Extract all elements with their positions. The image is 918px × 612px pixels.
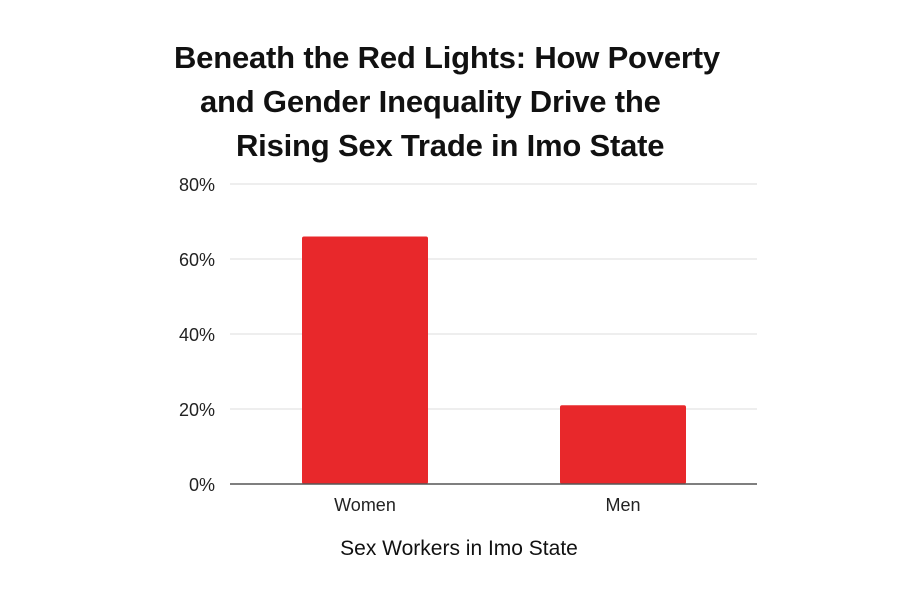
y-tick-label: 20% [179, 400, 215, 420]
x-axis-title: Sex Workers in Imo State [340, 537, 578, 560]
x-tick-label: Men [605, 495, 640, 515]
bar-men [560, 405, 686, 484]
y-tick-label: 60% [179, 250, 215, 270]
y-tick-label: 40% [179, 325, 215, 345]
chart-title-line-3: Rising Sex Trade in Imo State [236, 128, 665, 163]
chart-title-line-2: and Gender Inequality Drive the [200, 84, 661, 119]
y-tick-label: 80% [179, 175, 215, 195]
chart-title-line-1: Beneath the Red Lights: How Poverty [174, 40, 720, 75]
x-tick-label: Women [334, 495, 396, 515]
y-tick-label: 0% [189, 475, 215, 495]
bar-women [302, 236, 428, 484]
